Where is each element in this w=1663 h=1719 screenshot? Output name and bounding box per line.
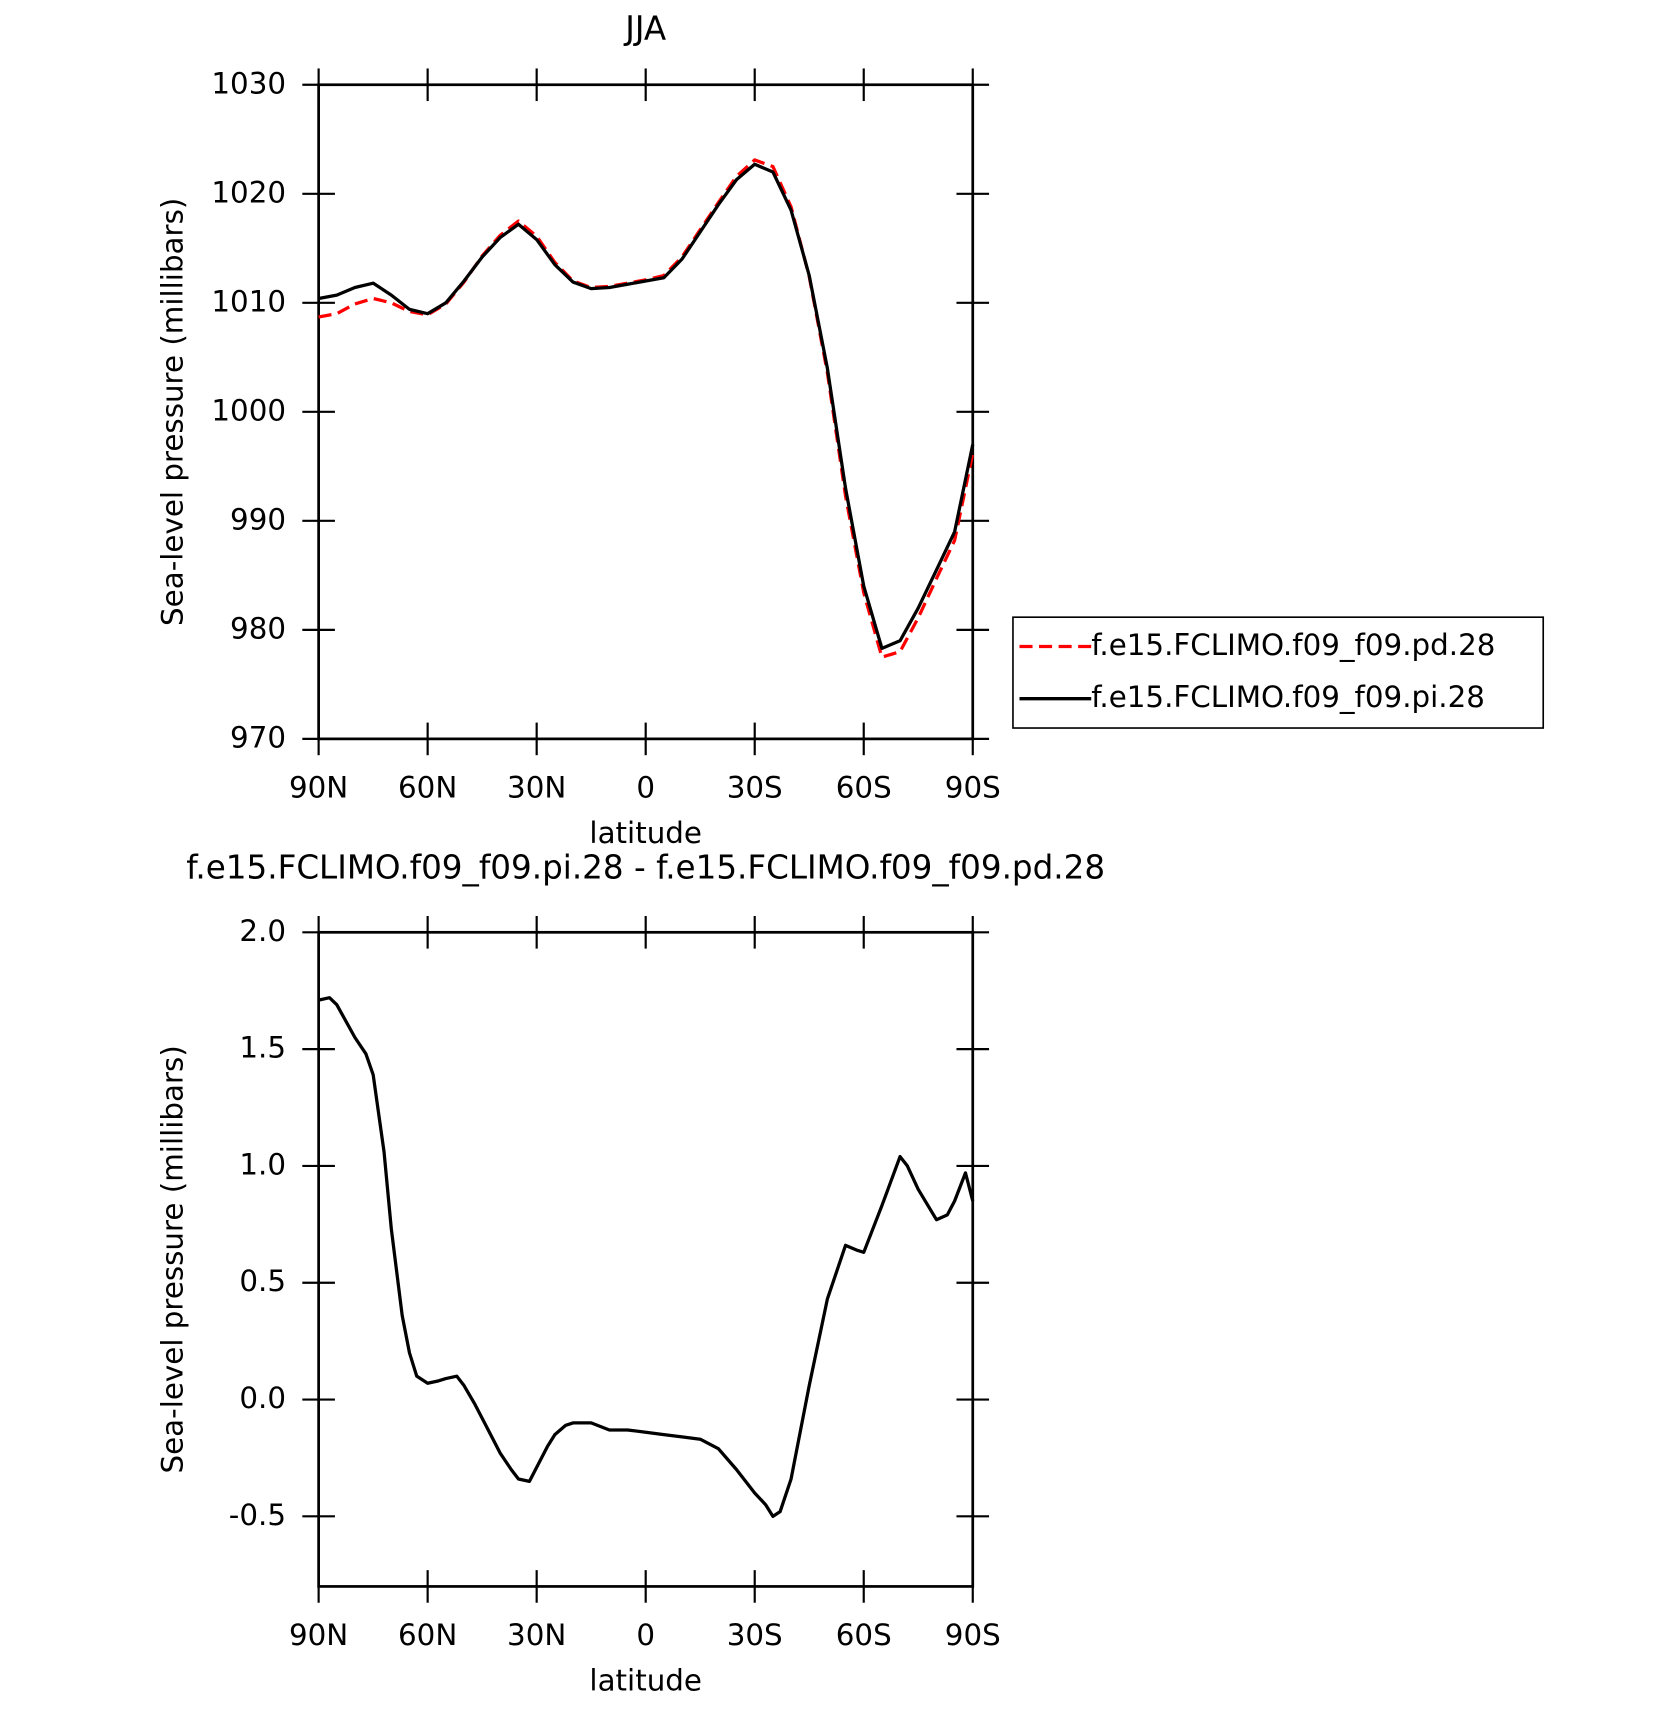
x-tick-label: 60S [836,1618,892,1652]
x-tick-label: 30S [727,770,783,804]
y-tick-label: 1030 [211,66,286,100]
x-tick-label: 0 [636,1618,655,1652]
y-tick-label: 1010 [211,284,286,318]
y-tick-label: 2.0 [239,914,286,948]
y-tick-label: 1000 [211,393,286,427]
data-line [318,162,975,651]
x-tick-label: 30S [727,1618,783,1652]
y-tick-label: 1020 [211,175,286,209]
y-axis-label: Sea-level pressure (millibars) [156,1045,190,1473]
x-tick-label: 60N [398,770,457,804]
x-tick-label: 90S [945,770,1001,804]
x-axis-label: latitude [589,816,702,850]
x-tick-label: 90S [945,1618,1001,1652]
y-tick-label: 990 [230,502,286,536]
y-tick-label: 1.0 [239,1147,286,1181]
legend-label: f.e15.FCLIMO.f09_f09.pd.28 [1091,628,1495,662]
y-axis-label: Sea-level pressure (millibars) [156,198,190,626]
y-tick-label: 980 [230,611,286,645]
x-tick-label: 30N [507,1618,566,1652]
data-line [318,996,975,1518]
plot-frame [317,930,975,1588]
x-tick-label: 90N [289,770,348,804]
x-tick-label: 60N [398,1618,457,1652]
y-tick-label: 970 [230,720,286,754]
x-tick-label: 60S [836,770,892,804]
y-tick-label: -0.5 [229,1498,286,1532]
y-tick-label: 0.5 [239,1264,286,1298]
y-tick-label: 1.5 [239,1031,286,1065]
legend-label: f.e15.FCLIMO.f09_f09.pi.28 [1091,680,1485,714]
plot-frame [317,83,975,741]
chart-title: f.e15.FCLIMO.f09_f09.pi.28 - f.e15.FCLIM… [186,848,1105,886]
data-line [318,158,975,659]
y-tick-label: 0.0 [239,1381,286,1415]
x-axis-label: latitude [589,1664,702,1698]
x-tick-label: 90N [289,1618,348,1652]
x-tick-label: 0 [636,770,655,804]
x-tick-label: 30N [507,770,566,804]
chart-title: JJA [623,9,667,47]
legend-box [1012,616,1545,729]
